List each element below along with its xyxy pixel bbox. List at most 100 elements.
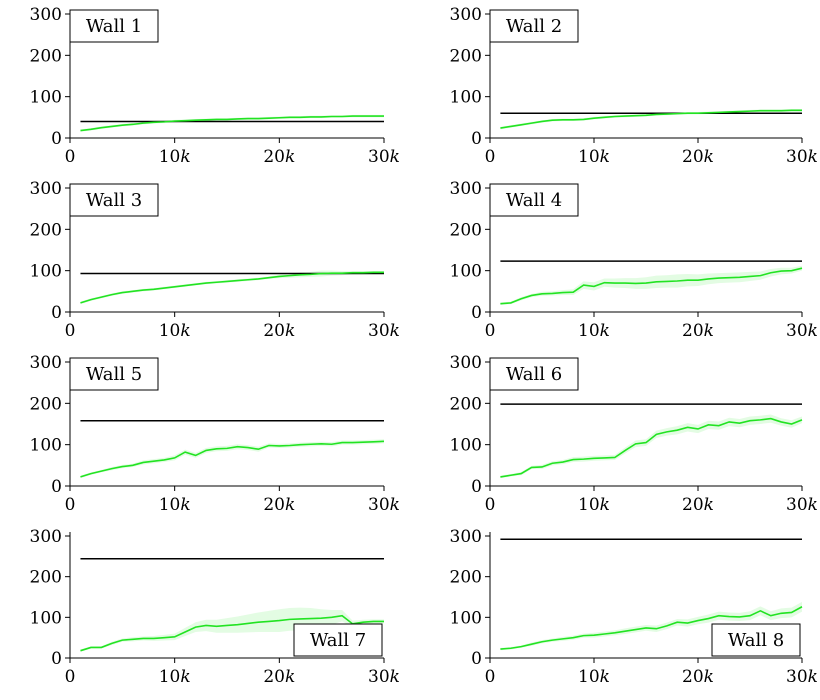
series-band: [80, 114, 384, 132]
series-band: [500, 109, 802, 130]
x-tick-label: 10k: [578, 147, 610, 167]
panel-title: Wall 8: [728, 630, 784, 651]
series-line: [80, 440, 385, 478]
panel-title: Wall 1: [86, 16, 142, 37]
y-tick-label: 200: [30, 394, 62, 414]
y-tick-label: 300: [450, 179, 482, 199]
x-tick-label: 0: [65, 147, 76, 167]
y-tick-label: 100: [30, 262, 62, 282]
x-tick-label: 20k: [682, 667, 714, 687]
x-tick-label: 10k: [159, 147, 191, 167]
y-tick-label: 100: [30, 88, 62, 108]
series-band: [80, 270, 384, 305]
panel-wall-3: 0 100 200 300 0 10k 20k 30k Wall 3: [30, 179, 400, 341]
y-tick-label: 200: [30, 568, 62, 588]
x-tick-label: 10k: [578, 321, 610, 341]
y-tick-label: 100: [450, 436, 482, 456]
x-tick-label: 30k: [368, 667, 400, 687]
series-line: [500, 606, 803, 650]
y-tick-label: 0: [51, 477, 62, 497]
series-line: [80, 271, 384, 304]
series-band: [500, 265, 802, 305]
y-tick-label: 0: [471, 129, 482, 149]
panel-label-box: [489, 9, 579, 43]
y-tick-label: 200: [450, 394, 482, 414]
x-tick-label: 20k: [263, 147, 295, 167]
panel-label-box: [293, 623, 383, 657]
x-tick-label: 0: [485, 667, 496, 687]
y-tick-label: 200: [450, 46, 482, 66]
y-tick-label: 300: [450, 5, 482, 25]
x-tick-label: 30k: [786, 495, 818, 515]
x-tick-label: 10k: [159, 321, 191, 341]
y-tick-label: 200: [30, 220, 62, 240]
y-tick-label: 0: [51, 649, 62, 669]
x-tick-label: 20k: [682, 321, 714, 341]
y-tick-label: 100: [30, 436, 62, 456]
x-tick-label: 30k: [368, 321, 400, 341]
x-tick-label: 20k: [263, 495, 295, 515]
y-tick-label: 300: [30, 527, 62, 547]
panel-title: Wall 5: [86, 364, 142, 385]
panel-title: Wall 2: [506, 16, 562, 37]
y-tick-label: 100: [30, 608, 62, 628]
x-tick-label: 0: [65, 667, 76, 687]
y-tick-label: 100: [450, 608, 482, 628]
series-line: [500, 109, 802, 129]
y-tick-label: 0: [471, 303, 482, 323]
panel-label-box: [69, 183, 159, 217]
y-tick-label: 300: [30, 353, 62, 373]
y-tick-label: 100: [450, 262, 482, 282]
x-tick-label: 30k: [786, 321, 818, 341]
y-tick-label: 200: [450, 220, 482, 240]
panel-wall-4: 0 100 200 300 0 10k 20k 30k Wall 4: [450, 179, 818, 341]
y-tick-label: 300: [30, 179, 62, 199]
y-tick-label: 0: [51, 129, 62, 149]
panel-wall-1: 0 100 200 300 0 10k 20k 30k Wall 1: [30, 5, 400, 167]
panel-wall-2: 0 100 200 300 0 10k 20k 30k Wall 2: [450, 5, 818, 167]
y-tick-label: 0: [471, 649, 482, 669]
panel-title: Wall 6: [506, 364, 562, 385]
panel-label-box: [489, 357, 579, 391]
y-tick-label: 0: [471, 477, 482, 497]
panel-label-box: [69, 357, 159, 391]
x-tick-label: 0: [485, 321, 496, 341]
x-tick-label: 30k: [786, 147, 818, 167]
x-tick-label: 10k: [159, 495, 191, 515]
x-tick-label: 30k: [368, 147, 400, 167]
series-line: [500, 267, 803, 305]
x-tick-label: 20k: [682, 147, 714, 167]
x-tick-label: 10k: [578, 667, 610, 687]
x-tick-label: 0: [65, 495, 76, 515]
y-tick-label: 300: [30, 5, 62, 25]
series-band: [500, 414, 802, 479]
x-tick-label: 30k: [368, 495, 400, 515]
x-tick-label: 0: [65, 321, 76, 341]
y-tick-label: 200: [30, 46, 62, 66]
y-tick-label: 0: [51, 303, 62, 323]
x-tick-label: 20k: [682, 495, 714, 515]
panel-title: Wall 7: [310, 630, 366, 651]
panel-wall-6: 0 100 200 300 0 10k 20k 30k Wall 6: [450, 353, 818, 515]
y-tick-label: 300: [450, 527, 482, 547]
series-band: [500, 601, 802, 651]
panel-title: Wall 4: [506, 190, 562, 211]
y-tick-label: 200: [450, 568, 482, 588]
y-tick-label: 300: [450, 353, 482, 373]
y-tick-label: 100: [450, 88, 482, 108]
x-tick-label: 30k: [786, 667, 818, 687]
x-tick-label: 20k: [263, 667, 295, 687]
panel-label-box: [69, 9, 159, 43]
x-tick-label: 0: [485, 495, 496, 515]
series-line: [80, 614, 384, 652]
x-tick-label: 20k: [263, 321, 295, 341]
series-line: [500, 417, 803, 478]
panel-label-box: [489, 183, 579, 217]
x-tick-label: 10k: [578, 495, 610, 515]
panel-label-box: [711, 623, 801, 657]
x-tick-label: 0: [485, 147, 496, 167]
panel-wall-5: 0 100 200 300 0 10k 20k 30k Wall 5: [30, 353, 400, 515]
